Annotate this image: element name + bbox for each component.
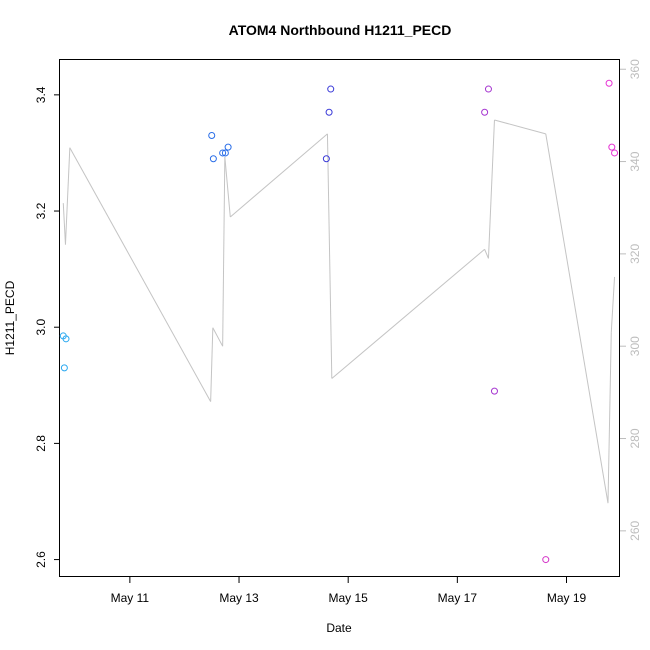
line-segment [212, 327, 224, 347]
y-right-tick-label: 300 [628, 336, 642, 356]
line-segment [331, 248, 485, 379]
data-point [208, 132, 216, 140]
y-tick-label: 2.8 [34, 435, 48, 452]
line-segment [494, 119, 546, 135]
line-segment [69, 147, 212, 402]
line-segment [229, 133, 328, 218]
line-segment [610, 276, 616, 333]
x-tick-label: May 15 [329, 591, 369, 605]
line-segment [607, 332, 612, 504]
line-segment [210, 327, 214, 402]
x-tick-label: May 17 [438, 591, 478, 605]
y-tick-label: 3.4 [34, 86, 48, 103]
y-right-tick-label: 360 [628, 59, 642, 79]
data-point [484, 85, 492, 93]
y-right-tick-label: 340 [628, 151, 642, 171]
data-point [209, 155, 217, 163]
chart-title: ATOM4 Northbound H1211_PECD [229, 22, 452, 38]
y-axis-right: 260 280 300 320 340 360 [620, 59, 642, 541]
y-tick-label: 3.2 [34, 202, 48, 219]
line-segment [545, 133, 609, 504]
x-axis: May 11 May 13 May 15 May 17 May 19 [111, 577, 587, 605]
line-series [62, 119, 616, 504]
points-series [59, 79, 619, 564]
line-segment [487, 119, 495, 259]
data-point [62, 335, 70, 343]
y-right-tick-label: 320 [628, 244, 642, 264]
data-point [219, 149, 227, 157]
y-axis-title: H1211_PECD [3, 280, 17, 355]
data-point [322, 155, 330, 163]
y-tick-label: 3.0 [34, 319, 48, 336]
data-point [327, 85, 335, 93]
data-point [325, 108, 333, 116]
line-segment [484, 249, 489, 259]
y-right-tick-label: 260 [628, 521, 642, 541]
data-point [605, 79, 613, 87]
plot-frame [59, 59, 620, 577]
line-segment [224, 156, 231, 217]
x-axis-title: Date [326, 621, 352, 635]
data-point [611, 149, 619, 157]
line-segment [62, 203, 66, 245]
line-segment [64, 147, 71, 245]
line-segment [326, 133, 333, 379]
data-point [490, 387, 498, 395]
x-tick-label: May 13 [219, 591, 259, 605]
data-point [224, 143, 232, 151]
data-point [481, 108, 489, 116]
data-point [60, 364, 68, 372]
data-point [608, 143, 616, 151]
line-segment [222, 156, 226, 347]
x-tick-label: May 19 [547, 591, 587, 605]
y-right-tick-label: 280 [628, 428, 642, 448]
y-axis-left: 2.6 2.8 3.0 3.2 3.4 [34, 86, 60, 568]
data-point [221, 149, 229, 157]
y-tick-label: 2.6 [34, 551, 48, 568]
data-point [542, 556, 550, 564]
x-tick-label: May 11 [111, 591, 150, 605]
